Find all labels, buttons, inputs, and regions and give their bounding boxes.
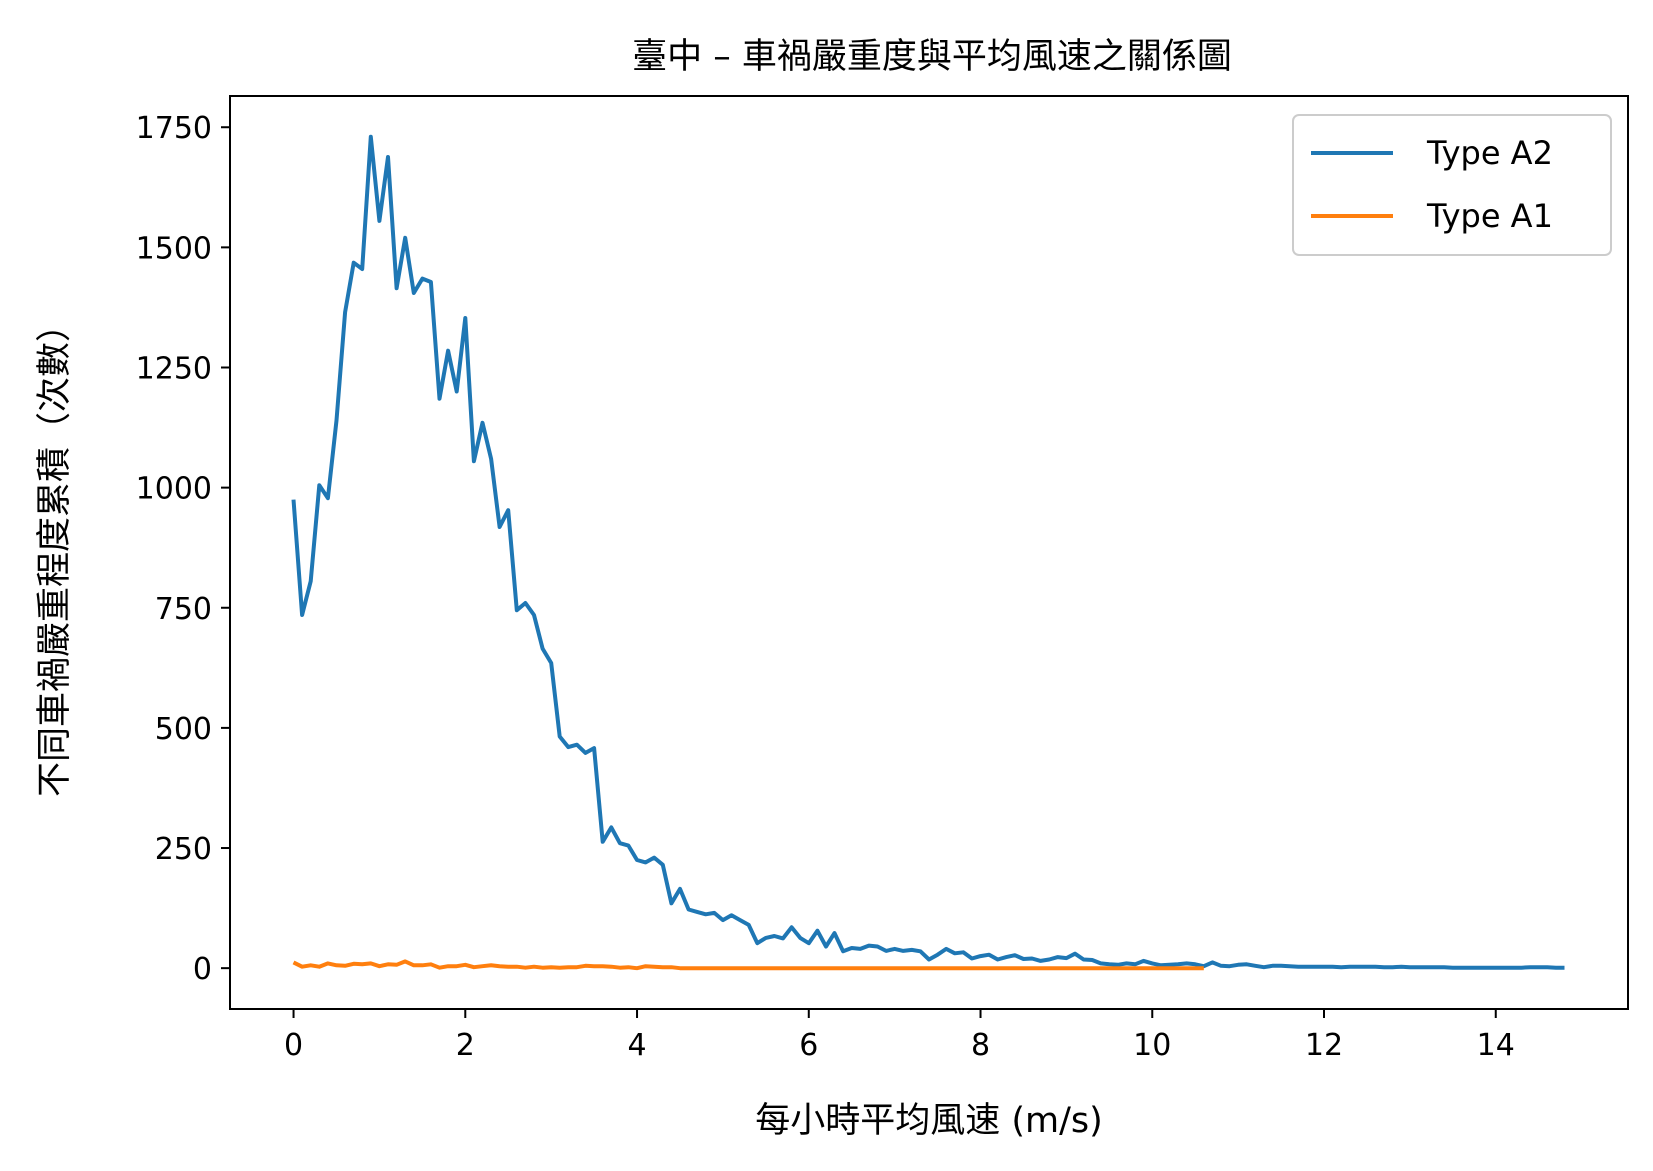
x-axis: 0 2 4 6 8 10 12 14 bbox=[284, 1009, 1515, 1063]
y-tick-label: 0 bbox=[193, 952, 212, 987]
legend-label: Type A1 bbox=[1426, 197, 1553, 235]
y-tick-label: 1250 bbox=[136, 351, 212, 386]
chart-title: 臺中 – 車禍嚴重度與平均風速之關係圖 bbox=[632, 37, 1232, 77]
y-tick-label: 250 bbox=[155, 832, 212, 867]
y-tick-label: 1500 bbox=[136, 231, 212, 266]
legend-box bbox=[1292, 114, 1612, 256]
series-line-type-a1 bbox=[292, 959, 1204, 971]
x-tick-label: 8 bbox=[971, 1028, 990, 1063]
y-tick-label: 750 bbox=[155, 592, 212, 627]
legend: Type A2 Type A1 bbox=[1292, 114, 1612, 256]
x-tick-label: 2 bbox=[456, 1028, 475, 1063]
y-tick-label: 500 bbox=[155, 712, 212, 747]
x-tick-label: 12 bbox=[1305, 1028, 1343, 1063]
x-axis-label: 每小時平均風速 (m/s) bbox=[755, 1101, 1103, 1141]
x-tick-label: 10 bbox=[1133, 1028, 1171, 1063]
x-tick-label: 4 bbox=[627, 1028, 646, 1063]
x-tick-label: 0 bbox=[284, 1028, 303, 1063]
x-tick-label: 14 bbox=[1477, 1028, 1515, 1063]
axes-frame bbox=[229, 95, 1629, 1010]
y-axis: 0 250 500 750 1000 1250 1500 1750 bbox=[136, 111, 230, 987]
y-axis-label: 不同車禍嚴重程度累積（次數） bbox=[35, 307, 75, 797]
legend-label: Type A2 bbox=[1426, 134, 1553, 172]
y-tick-label: 1000 bbox=[136, 472, 212, 507]
series-line-type-a2 bbox=[291, 134, 1565, 970]
y-tick-label: 1750 bbox=[136, 111, 212, 146]
plot-area bbox=[291, 134, 1565, 971]
x-tick-label: 6 bbox=[799, 1028, 818, 1063]
